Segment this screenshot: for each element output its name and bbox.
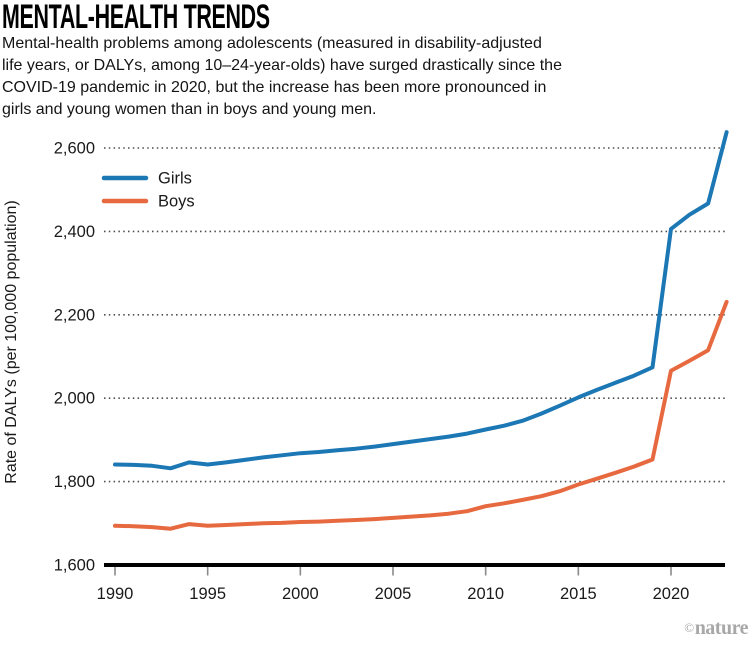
x-tick-label: 2005: [375, 585, 412, 603]
nature-watermark: ©nature: [684, 617, 748, 640]
page-title: MENTAL-HEALTH TRENDS: [2, 0, 270, 36]
figure-caption: Mental-health problems among adolescents…: [2, 35, 562, 118]
y-tick-label: 2,400: [54, 223, 95, 241]
legend-label-boys: Boys: [158, 193, 195, 211]
y-tick-label: 2,600: [54, 140, 95, 158]
x-tick-label: 2020: [653, 585, 690, 603]
y-tick-label: 2,200: [54, 306, 95, 324]
series-line-girls: [113, 130, 729, 471]
legend-label-girls: Girls: [158, 170, 192, 188]
y-tick-label: 2,000: [54, 390, 95, 408]
x-tick-label: 2015: [560, 585, 597, 603]
series-line-boys: [113, 299, 729, 531]
x-tick-label: 2000: [282, 585, 319, 603]
x-tick-label: 2010: [467, 585, 504, 603]
y-tick-label: 1,600: [54, 557, 95, 575]
watermark-brand: nature: [694, 617, 749, 639]
copyright-icon: ©: [684, 620, 694, 635]
y-tick-label: 1,800: [54, 473, 95, 491]
x-tick-label: 1990: [97, 585, 134, 603]
y-axis-title: Rate of DALYs (per 100,000 population): [3, 200, 20, 483]
x-tick-label: 1995: [189, 585, 226, 603]
